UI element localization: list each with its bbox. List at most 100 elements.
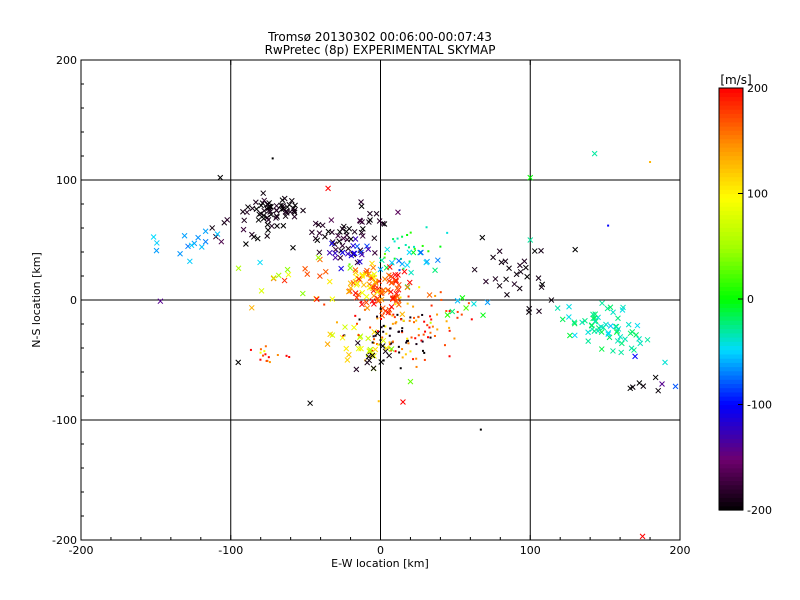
data-point-x (325, 228, 332, 235)
chart-title: Tromsø 20130302 00:06:00-00:07:43 (267, 30, 492, 44)
data-point-dot (259, 348, 262, 351)
data-point-dot (406, 233, 409, 236)
data-point-x (386, 352, 393, 359)
data-point-x (571, 320, 578, 327)
data-point-x (355, 291, 362, 298)
data-point-x (367, 217, 373, 223)
data-point-dot (409, 231, 412, 234)
data-point-x (339, 242, 346, 249)
data-point-dot (434, 294, 437, 297)
data-point-dot (402, 319, 405, 322)
colorbar-segment (719, 408, 743, 414)
data-point-x (386, 264, 393, 270)
data-point-dot (429, 315, 432, 318)
data-point-x (517, 262, 523, 269)
data-point-dot (377, 400, 380, 403)
data-point-x (255, 217, 262, 223)
data-point-x (424, 258, 430, 265)
data-point-x (394, 285, 401, 291)
data-point-x (347, 285, 354, 291)
data-point-x (339, 249, 346, 256)
data-point-x (625, 321, 632, 328)
data-point-dot (423, 358, 426, 361)
data-point-x (281, 277, 288, 284)
data-point-x (484, 299, 491, 306)
data-point-x (535, 275, 542, 281)
data-point-dot (430, 318, 433, 321)
data-point-x (371, 329, 378, 335)
data-point-x (369, 260, 375, 267)
data-point-x (371, 271, 378, 278)
colorbar-segment (719, 130, 743, 136)
data-point-x (571, 332, 578, 339)
data-point-x (260, 212, 267, 219)
data-point-dot (401, 331, 404, 334)
colorbar-segment (719, 493, 743, 498)
data-point-x (506, 265, 512, 272)
data-point-x (449, 308, 456, 315)
data-point-dot (429, 336, 432, 339)
data-point-dot (371, 341, 374, 344)
data-point-dot (392, 238, 395, 241)
data-point-dot (649, 161, 652, 163)
colorbar-segment (719, 252, 743, 258)
data-point-dot (406, 340, 409, 343)
data-point-x (157, 298, 164, 305)
data-point-x (280, 222, 287, 229)
data-point-x (369, 352, 376, 359)
data-point-dot (443, 344, 446, 347)
data-point-x (185, 243, 191, 250)
data-point-x (566, 303, 572, 310)
data-point-x (235, 265, 242, 272)
x-tick-label: 200 (670, 544, 691, 557)
colorbar-segment (719, 185, 743, 190)
data-point-dot (423, 351, 426, 354)
data-point-x (598, 323, 604, 330)
data-point-dot (323, 303, 326, 306)
data-point-x (374, 330, 381, 337)
data-point-dot (607, 224, 610, 227)
data-point-x (582, 317, 588, 324)
colorbar-segment (719, 332, 743, 338)
data-point-x (258, 287, 265, 294)
data-point-x (513, 271, 520, 278)
data-point-dot (470, 318, 473, 321)
data-point-dot (429, 331, 432, 334)
data-point-dot (440, 298, 443, 301)
colorbar-segment (719, 391, 743, 397)
data-point-x (554, 305, 561, 311)
data-point-x (395, 272, 401, 278)
data-point-x (284, 204, 291, 210)
data-point-x (389, 259, 395, 266)
data-point-x (244, 209, 250, 216)
data-point-x (181, 232, 188, 239)
data-point-dot (436, 313, 439, 316)
data-point-x (393, 277, 399, 283)
data-point-x (565, 314, 572, 320)
data-point-dot (267, 356, 270, 359)
data-point-dot (439, 291, 442, 294)
data-point-x (588, 322, 595, 328)
data-point-x (395, 301, 402, 308)
data-point-x (502, 258, 509, 265)
data-point-x (407, 378, 414, 385)
data-point-dot (398, 300, 401, 303)
data-point-x (343, 228, 350, 235)
colorbar (718, 87, 744, 511)
data-point-x (498, 259, 505, 266)
data-point-x (329, 240, 335, 247)
data-point-dot (401, 356, 404, 359)
data-point-x (395, 209, 401, 216)
data-point-dot (460, 313, 463, 316)
data-point-x (367, 348, 373, 354)
data-point-dot (379, 307, 382, 310)
data-point-x (198, 244, 205, 250)
data-point-dot (422, 333, 425, 336)
data-point-dot (401, 330, 404, 333)
data-point-x (471, 301, 477, 307)
data-point-dot (394, 322, 397, 325)
colorbar-segment (719, 501, 743, 507)
data-point-dot (418, 286, 421, 289)
data-point-x (340, 235, 347, 242)
